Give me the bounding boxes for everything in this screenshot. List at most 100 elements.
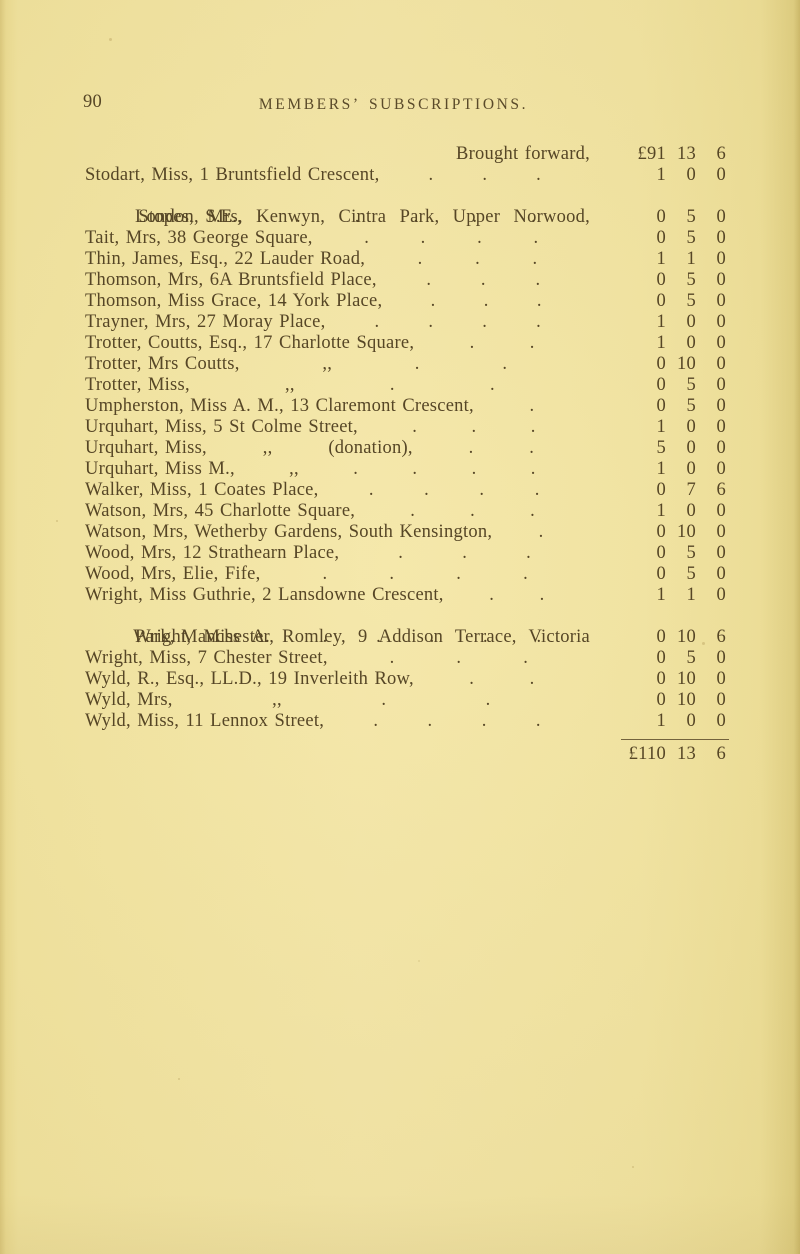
ledger-row: Thomson, Miss Grace, 14 York Place, ... …	[85, 291, 726, 312]
paper-speckle	[178, 1078, 180, 1080]
leader-area: ....	[313, 228, 626, 249]
amount-shillings: 0	[686, 417, 696, 437]
leader-dot: .	[523, 564, 528, 584]
amount-pounds: 5	[656, 438, 666, 458]
leader-dot: .	[389, 648, 395, 668]
amount-shillings: 5	[686, 375, 696, 395]
amount-pounds: 0	[656, 543, 666, 563]
ledger-row: Wyld, Mrs, ,,.. 0 10 0	[85, 690, 726, 711]
amount-group: 0 10 0	[626, 690, 726, 711]
amount-pounds: 0	[656, 564, 666, 584]
amount-pounds: 0	[656, 669, 666, 689]
ledger-row: Stopes, Mrs, Kenwyn, Cintra Park, Upper …	[85, 186, 590, 227]
amount-shillings: 7	[686, 480, 696, 500]
leader-dot: .	[322, 627, 328, 647]
amount-group: 1 0 0	[626, 711, 726, 732]
amount-pounds: 0	[656, 291, 666, 311]
amount-pence: 0	[716, 354, 726, 374]
leader-dot: .	[529, 396, 535, 416]
entry-name: Wright, Miss Guthrie, 2 Lansdowne Cresce…	[85, 585, 444, 605]
leader-area: ....	[325, 312, 626, 333]
entry-name: Park, Manchester,	[135, 627, 275, 647]
amount-shillings: 10	[677, 627, 696, 647]
leader-dot: .	[529, 669, 535, 689]
leader-dot: .	[536, 312, 541, 332]
amount-pounds: 0	[656, 354, 666, 374]
ledger-row: Trotter, Mrs Coutts, ,,.. 0 10 0	[85, 354, 726, 375]
ditto-mark: ,,	[272, 690, 282, 710]
amount-group: 0 5 0	[626, 207, 726, 228]
amount-shillings: 10	[677, 522, 696, 542]
leader-dot: .	[526, 543, 531, 563]
leader-dot: .	[426, 270, 432, 290]
entry-name: Thin, James, Esq., 22 Lauder Road,	[85, 249, 366, 269]
leader-area: ...	[358, 417, 626, 438]
amount-pence: 0	[716, 648, 726, 668]
leader-dot: .	[420, 228, 426, 248]
leader-dot: .	[489, 375, 495, 395]
amount-group: 0 10 6	[626, 627, 726, 648]
amount-group: 1 0 0	[626, 333, 726, 354]
amount-shillings: 5	[686, 396, 696, 416]
leader-area: ...	[380, 165, 626, 186]
leader-dot: .	[483, 291, 489, 311]
amount-pence: 0	[716, 522, 726, 542]
leader-dot: .	[364, 228, 370, 248]
ledger-row: Wright, Miss, 7 Chester Street, ... 0 5 …	[85, 648, 726, 669]
leader-area: .	[492, 522, 626, 543]
entry-name: Tait, Mrs, 38 George Square,	[85, 228, 313, 248]
leader-area: ,,..	[240, 354, 626, 375]
leader-dot: .	[534, 480, 540, 500]
leader-dot: .	[414, 354, 420, 374]
ledger-row: Watson, Mrs, 45 Charlotte Square, ... 1 …	[85, 501, 726, 522]
amount-pounds: 0	[656, 480, 666, 500]
amount-pounds: 0	[656, 648, 666, 668]
entry-name: Trayner, Mrs, 27 Moray Place,	[85, 312, 326, 332]
amount-pence: 0	[716, 228, 726, 248]
amount-group: 1 0 0	[626, 417, 726, 438]
leader-dot: .	[429, 627, 435, 647]
leader-dot: .	[424, 480, 430, 500]
leader-dot: .	[538, 522, 544, 542]
ledger-row: Umpherston, Miss A. M., 13 Claremont Cre…	[85, 396, 726, 417]
amount-pence: 0	[716, 270, 726, 290]
amount-pounds: 1	[656, 459, 666, 479]
entry-name: Watson, Mrs, 45 Charlotte Square,	[85, 501, 356, 521]
total-row: £110 13 6	[85, 744, 726, 765]
amount-pounds: 0	[656, 627, 666, 647]
amount-group: 0 5 0	[626, 291, 726, 312]
ledger-row: Park, Manchester, ..... 0 10 6	[85, 627, 726, 648]
leader-area: ...	[365, 249, 626, 270]
entry-name: Thomson, Miss Grace, 14 York Place,	[85, 291, 383, 311]
ledger-row: Walker, Miss, 1 Coates Place, .... 0 7 6	[85, 480, 726, 501]
amount-pence: 0	[716, 207, 726, 227]
entry-name: London, S.E.,	[135, 207, 243, 227]
leader-dot: .	[470, 501, 476, 521]
leader-area: ,,..	[173, 690, 626, 711]
leader-area: ..	[414, 333, 626, 354]
amount-pounds: 1	[656, 165, 666, 185]
leader-area: ...	[377, 270, 626, 291]
amount-group: 1 0 0	[626, 312, 726, 333]
amount-shillings: 0	[686, 501, 696, 521]
amount-shillings: 13	[677, 144, 696, 164]
ledger-row: Stodart, Miss, 1 Bruntsfield Crescent, .…	[85, 165, 726, 186]
amount-group: 0 5 0	[626, 648, 726, 669]
leader-area: ....	[324, 711, 626, 732]
amount-pence: 6	[716, 627, 726, 647]
leader-area: ,,....	[235, 459, 626, 480]
amount-group: 0 10 0	[626, 522, 726, 543]
leader-dot: .	[410, 501, 416, 521]
leader-dot: .	[412, 417, 418, 437]
leader-dot: .	[322, 564, 328, 584]
amount-pounds: 1	[656, 417, 666, 437]
amount-pence: 0	[716, 312, 726, 332]
amount-pounds: £91	[637, 144, 666, 164]
leader-area: ...	[339, 543, 626, 564]
amount-pounds: 1	[656, 333, 666, 353]
entry-name: Trotter, Coutts, Esq., 17 Charlotte Squa…	[85, 333, 415, 353]
entry-name: Wyld, Miss, 11 Lennox Street,	[85, 711, 325, 731]
total-pence: 6	[716, 744, 726, 764]
entry-name: Trotter, Mrs Coutts,	[85, 354, 240, 374]
entry-name: Urquhart, Miss M.,	[85, 459, 235, 479]
